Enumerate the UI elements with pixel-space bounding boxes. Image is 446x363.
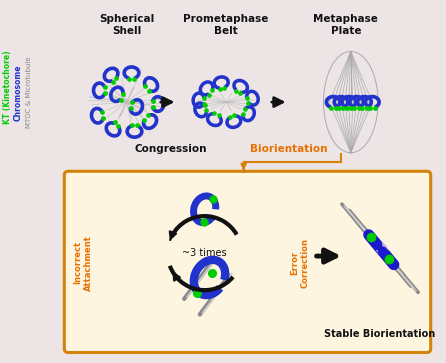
Text: Congression: Congression [134, 144, 207, 154]
Text: Spherical
Shell: Spherical Shell [99, 15, 154, 36]
Text: ~3 times: ~3 times [182, 248, 227, 258]
Text: Metaphase
Plate: Metaphase Plate [314, 15, 378, 36]
FancyBboxPatch shape [64, 171, 431, 352]
Text: Error
Correction: Error Correction [290, 238, 310, 288]
Text: Prometaphase
Belt: Prometaphase Belt [183, 15, 269, 36]
Text: KT (Kinetochore): KT (Kinetochore) [3, 51, 12, 124]
Text: Chromosome: Chromosome [14, 64, 23, 121]
Text: Incorrect
Attachment: Incorrect Attachment [73, 235, 92, 291]
Text: Biorientation: Biorientation [250, 144, 327, 154]
Ellipse shape [376, 243, 388, 255]
Text: Stable Biorientation: Stable Biorientation [324, 329, 436, 339]
Text: MTOC & Microtubule: MTOC & Microtubule [26, 57, 32, 128]
